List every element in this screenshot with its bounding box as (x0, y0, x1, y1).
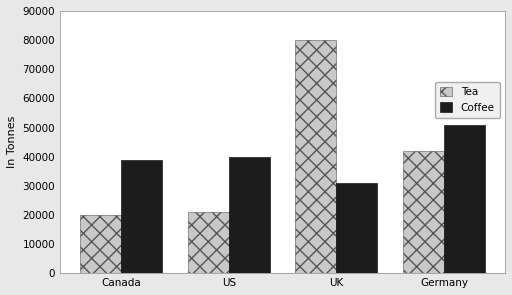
Bar (80, 215, 121, 273)
Bar (121, 160, 162, 273)
Bar (229, 157, 270, 273)
Bar (444, 124, 485, 273)
Bar (188, 212, 229, 273)
Legend: Tea, Coffee: Tea, Coffee (435, 82, 500, 118)
Y-axis label: In Tonnes: In Tonnes (7, 116, 17, 168)
Bar (403, 151, 444, 273)
Bar (295, 40, 336, 273)
Bar (336, 183, 377, 273)
